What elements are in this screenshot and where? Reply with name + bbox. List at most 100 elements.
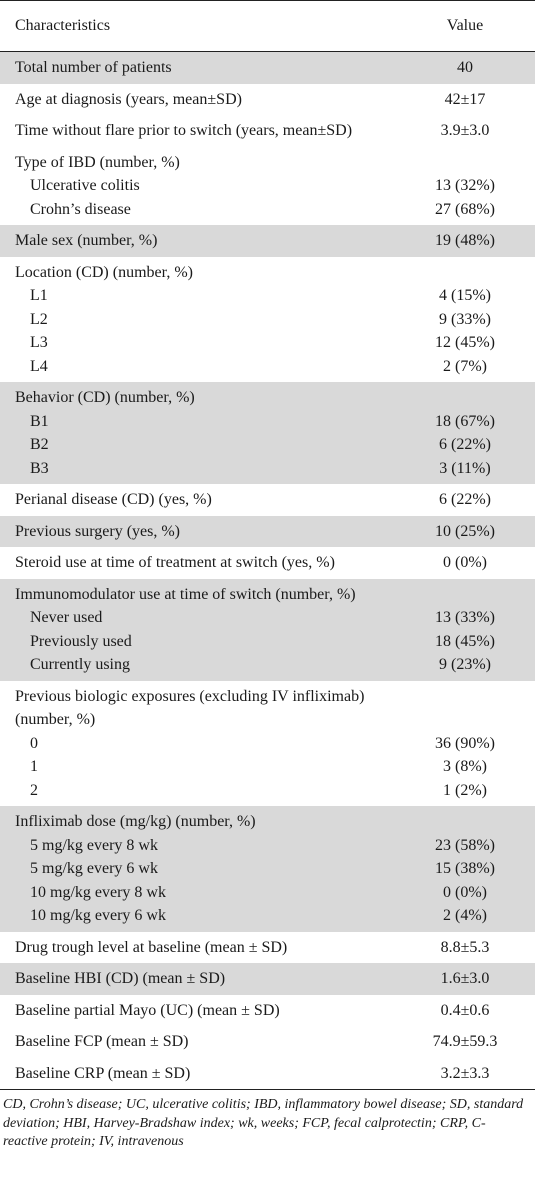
row-group: Behavior (CD) (number, %) B1 18 (67%) B2 6 (… bbox=[0, 382, 535, 484]
row-label: Baseline HBI (CD) (mean ± SD) bbox=[15, 970, 226, 987]
row-value: 12 (45%) bbox=[435, 334, 495, 351]
row-group: Type of IBD (number, %) Ulcerative coliti… bbox=[0, 147, 535, 226]
table-row: Steroid use at time of treatment at swit… bbox=[0, 551, 535, 575]
table-row: 0 36 (90%) bbox=[0, 732, 535, 756]
row-group: Immunomodulator use at time of switch (n… bbox=[0, 578, 535, 681]
row-label: Immunomodulator use at time of switch (n… bbox=[15, 585, 356, 603]
table-row: L2 9 (33%) bbox=[0, 308, 535, 332]
row-group: Perianal disease (CD) (yes, %) 6 (22%) bbox=[0, 484, 535, 516]
row-label: 1 bbox=[30, 758, 38, 775]
table-row: Infliximab dose (mg/kg) (number, %) bbox=[0, 810, 535, 834]
table-row: Male sex (number, %) 19 (48%) bbox=[0, 229, 535, 253]
table-row: Total number of patients 40 bbox=[0, 56, 535, 80]
row-label: L1 bbox=[30, 287, 48, 304]
row-group: Location (CD) (number, %) L1 4 (15%) L2 9 (3… bbox=[0, 257, 535, 383]
table-row: 5 mg/kg every 8 wk 23 (58%) bbox=[0, 834, 535, 858]
row-label: Male sex (number, %) bbox=[15, 232, 158, 249]
row-value bbox=[395, 261, 535, 285]
row-value: 13 (33%) bbox=[435, 609, 495, 626]
row-label: Ulcerative colitis bbox=[30, 177, 140, 194]
row-value: 0 (0%) bbox=[443, 554, 487, 571]
row-label: B2 bbox=[30, 436, 49, 453]
table-row: 10 mg/kg every 8 wk 0 (0%) bbox=[0, 881, 535, 905]
row-group: Previous surgery (yes, %) 10 (25%) bbox=[0, 515, 535, 547]
row-value: 3.9±3.0 bbox=[440, 122, 490, 139]
row-group: Male sex (number, %) 19 (48%) bbox=[0, 225, 535, 257]
row-value: 36 (90%) bbox=[435, 734, 495, 752]
table-row: Previous surgery (yes, %) 10 (25%) bbox=[0, 520, 535, 544]
table-row: Age at diagnosis (years, mean±SD) 42±17 bbox=[0, 88, 535, 112]
row-group: Baseline HBI (CD) (mean ± SD) 1.6±3.0 bbox=[0, 963, 535, 995]
table-row: Previously used 18 (45%) bbox=[0, 630, 535, 654]
row-label: Time without flare prior to switch (year… bbox=[15, 122, 353, 139]
header-value: Value bbox=[446, 17, 484, 34]
row-value: 6 (22%) bbox=[439, 491, 491, 508]
row-value: 4 (15%) bbox=[439, 287, 491, 304]
row-value: 9 (33%) bbox=[439, 310, 491, 328]
row-label: Steroid use at time of treatment at swit… bbox=[15, 554, 335, 571]
row-label: Infliximab dose (mg/kg) (number, %) bbox=[15, 813, 256, 830]
row-value bbox=[395, 583, 535, 607]
row-value: 18 (67%) bbox=[435, 412, 495, 430]
row-value: 8.8±5.3 bbox=[440, 938, 490, 956]
row-label: 2 bbox=[30, 781, 38, 799]
table-row: 5 mg/kg every 6 wk 15 (38%) bbox=[0, 857, 535, 881]
row-group: Drug trough level at baseline (mean ± SD… bbox=[0, 932, 535, 964]
row-label: B1 bbox=[30, 412, 49, 430]
row-label: Type of IBD (number, %) bbox=[15, 153, 180, 171]
table-row: 1 3 (8%) bbox=[0, 755, 535, 779]
row-value: 1 (2%) bbox=[443, 781, 487, 799]
row-value: 23 (58%) bbox=[435, 836, 495, 854]
row-value: 3.2±3.3 bbox=[440, 1064, 490, 1082]
table-row: Crohn’s disease 27 (68%) bbox=[0, 198, 535, 222]
table-row: Baseline CRP (mean ± SD) 3.2±3.3 bbox=[0, 1062, 535, 1086]
row-value bbox=[395, 810, 535, 834]
row-value bbox=[395, 151, 535, 175]
row-label: L3 bbox=[30, 334, 48, 351]
row-value bbox=[395, 386, 535, 410]
table-row: Currently using 9 (23%) bbox=[0, 653, 535, 677]
row-label: Baseline CRP (mean ± SD) bbox=[15, 1064, 191, 1082]
row-value: 13 (32%) bbox=[435, 177, 495, 194]
table-row: Time without flare prior to switch (year… bbox=[0, 119, 535, 143]
row-value: 10 (25%) bbox=[435, 522, 495, 540]
row-label: Previously used bbox=[30, 632, 132, 650]
row-group: Baseline CRP (mean ± SD) 3.2±3.3 bbox=[0, 1058, 535, 1090]
table-row: L3 12 (45%) bbox=[0, 331, 535, 355]
row-value: 0 (0%) bbox=[443, 883, 487, 901]
row-label: Baseline FCP (mean ± SD) bbox=[15, 1033, 189, 1050]
table-row: B3 3 (11%) bbox=[0, 457, 535, 481]
row-value: 0.4±0.6 bbox=[440, 1001, 490, 1019]
row-group: Infliximab dose (mg/kg) (number, %) 5 mg/… bbox=[0, 806, 535, 932]
row-group: Baseline FCP (mean ± SD) 74.9±59.3 bbox=[0, 1026, 535, 1058]
table-row: Baseline HBI (CD) (mean ± SD) 1.6±3.0 bbox=[0, 967, 535, 991]
row-value: 2 (7%) bbox=[443, 357, 487, 375]
row-label: 10 mg/kg every 6 wk bbox=[30, 907, 166, 924]
row-value: 2 (4%) bbox=[443, 907, 487, 924]
row-value: 15 (38%) bbox=[435, 860, 495, 877]
row-value: 27 (68%) bbox=[435, 200, 495, 218]
row-value: 74.9±59.3 bbox=[432, 1033, 498, 1050]
row-group: Steroid use at time of treatment at swit… bbox=[0, 547, 535, 579]
row-label: Previous surgery (yes, %) bbox=[15, 522, 181, 540]
header-characteristics: Characteristics bbox=[15, 17, 111, 34]
characteristics-table: Characteristics Value Total number of pa… bbox=[0, 0, 535, 1149]
row-label: (number, %) bbox=[15, 711, 96, 728]
row-value: 3 (8%) bbox=[443, 758, 487, 775]
row-group: Time without flare prior to switch (year… bbox=[0, 115, 535, 147]
row-label: B3 bbox=[30, 459, 49, 477]
row-label: Age at diagnosis (years, mean±SD) bbox=[15, 90, 242, 108]
table-row: Location (CD) (number, %) bbox=[0, 261, 535, 285]
table-row: Immunomodulator use at time of switch (n… bbox=[0, 583, 535, 607]
row-label: Behavior (CD) (number, %) bbox=[15, 389, 195, 406]
row-value: 19 (48%) bbox=[435, 232, 495, 249]
table-row: B1 18 (67%) bbox=[0, 410, 535, 434]
table-row: 10 mg/kg every 6 wk 2 (4%) bbox=[0, 904, 535, 928]
row-value: 18 (45%) bbox=[435, 632, 495, 650]
row-label: Previous biologic exposures (excluding I… bbox=[15, 687, 365, 705]
row-label: 5 mg/kg every 8 wk bbox=[30, 836, 158, 854]
row-value: 9 (23%) bbox=[439, 656, 491, 673]
table-row: Perianal disease (CD) (yes, %) 6 (22%) bbox=[0, 488, 535, 512]
row-value: 3 (11%) bbox=[439, 459, 491, 477]
row-label: Never used bbox=[30, 609, 103, 626]
